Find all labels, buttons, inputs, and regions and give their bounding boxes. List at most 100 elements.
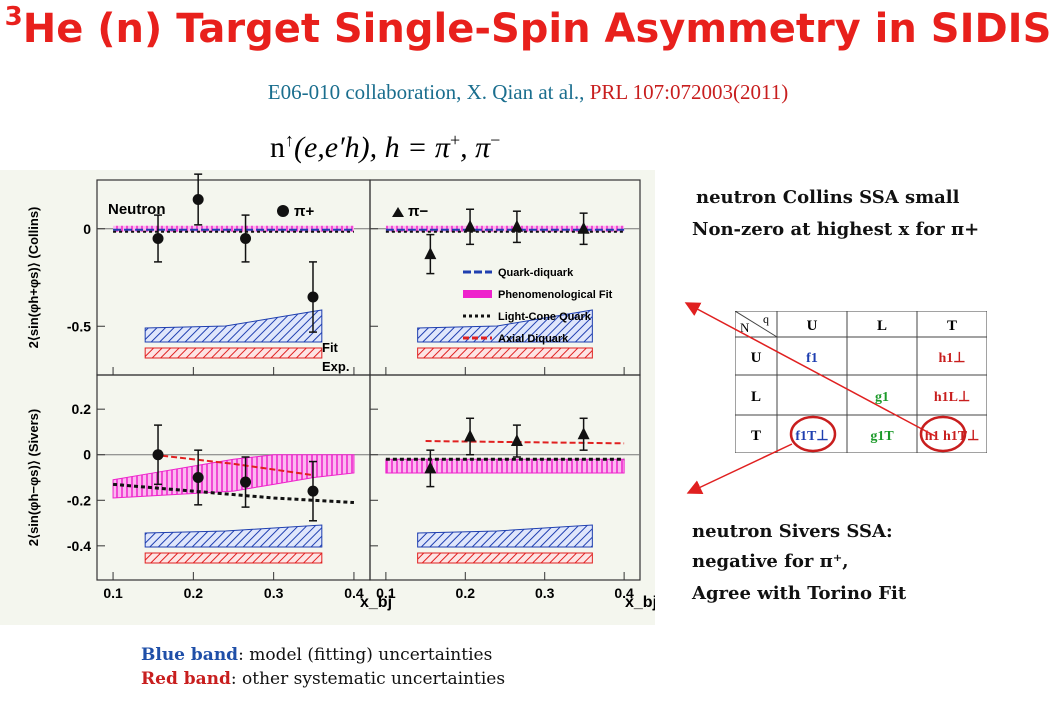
collins-note-line2: Non-zero at highest x for π+: [692, 219, 980, 240]
legend-item: Axial Diquark: [463, 333, 569, 345]
y-tick-label: 0.2: [72, 401, 92, 417]
data-point-triangle: [464, 429, 477, 442]
panel-label-neutron: Neutron: [108, 201, 166, 218]
data-point-circle: [240, 476, 252, 488]
y-tick-label: -0.4: [67, 538, 91, 554]
data-point-circle: [152, 233, 164, 244]
legend-item: Light-Cone Quark: [463, 311, 592, 323]
x-tick-label: 0.3: [264, 585, 284, 601]
caption-red: Red band: other systematic uncertainties: [141, 667, 505, 691]
citation-collaboration: E06-010 collaboration, X. Qian at al.,: [267, 80, 590, 104]
exp-uncertainty-band: [417, 552, 593, 564]
x-tick-label: 0.1: [376, 585, 396, 601]
caption-red-label: Red band: [141, 669, 231, 689]
data-point-circle: [307, 291, 319, 303]
data-point-triangle: [577, 427, 590, 440]
band-label-exp: Exp.: [322, 359, 349, 374]
tmd-cell: f1T⊥: [795, 429, 828, 444]
axial-diquark-curve: [425, 440, 625, 445]
reaction-formula: n↑(e,e′h), h = π+, π−: [270, 130, 500, 165]
reaction-arrow: ↑: [285, 130, 294, 150]
legend-item: Phenomenological Fit: [463, 289, 613, 301]
legend-label: Light-Cone Quark: [498, 311, 592, 323]
x-tick-label: 0.4: [614, 585, 634, 601]
caption-blue-label: Blue band: [141, 645, 239, 665]
y-axis-label: 2⟨sin(φh−φs)⟩ (Sivers): [26, 409, 41, 546]
fit-uncertainty-band: [144, 524, 323, 548]
reaction-plus: +: [449, 130, 461, 150]
reaction-mid: (e,e′h), h = π: [294, 131, 450, 164]
data-point-triangle: [464, 219, 477, 232]
legend-label: Phenomenological Fit: [498, 289, 613, 301]
x-tick-label: 0.3: [535, 585, 555, 601]
tmd-cell: g1T: [870, 429, 894, 444]
tmd-corner-q: q: [763, 312, 769, 326]
band-label-fit: Fit: [322, 340, 339, 355]
citation: E06-010 collaboration, X. Qian at al., P…: [0, 80, 1056, 105]
y-tick-label: -0.2: [67, 492, 91, 508]
y-axis-label: 2⟨sin(φh+φs)⟩ (Collins): [26, 207, 41, 349]
sivers-note-line2: negative for π⁺,: [692, 551, 849, 572]
figure-background: [0, 170, 655, 625]
tmd-cell: f1: [806, 351, 818, 366]
title-text: He (n) Target Single-Spin Asymmetry in S…: [22, 6, 1052, 52]
pheno-fit-band: [385, 458, 625, 474]
legend-item: Quark-diquark: [463, 267, 574, 279]
exp-uncertainty-band: [417, 347, 593, 359]
x-axis-label-left: x_bj: [360, 594, 392, 611]
asymmetry-figure: 0 -0.5 2⟨sin(φh+φs)⟩ (Collins) 0.2 0 -0.2 -0.4…: [0, 170, 655, 625]
y-tick-label: 0: [83, 221, 91, 237]
hadron-label-pi-plus: π+: [294, 203, 314, 220]
hadron-label-pi-minus: π−: [408, 203, 428, 220]
legend-label: Quark-diquark: [498, 267, 574, 279]
sivers-note-line1: neutron Sivers SSA:: [692, 521, 893, 542]
x-tick-label: 0.1: [103, 585, 123, 601]
legend-label: Axial Diquark: [498, 333, 569, 345]
tmd-col-header: L: [877, 318, 887, 334]
data-point-circle: [307, 485, 319, 497]
hadron-marker-circle: [277, 205, 289, 217]
tmd-col-header: U: [807, 318, 818, 334]
reaction-n: n: [270, 131, 285, 164]
title-superscript: 3: [4, 2, 23, 32]
caption-red-text: : other systematic uncertainties: [230, 669, 506, 689]
tmd-row-header: T: [751, 428, 761, 444]
y-tick-label: -0.5: [67, 318, 91, 334]
reaction-sep: , π: [460, 131, 491, 164]
data-point-circle: [152, 449, 164, 461]
x-tick-label: 0.2: [184, 585, 204, 601]
fit-uncertainty-band: [417, 524, 593, 548]
tmd-row-header: L: [751, 389, 761, 405]
y-tick-label: 0: [83, 447, 91, 463]
data-point-triangle: [424, 247, 437, 260]
band-captions: Blue band: model (fitting) uncertainties…: [141, 643, 505, 691]
panel-frame: [369, 374, 641, 581]
sivers-circle: [789, 415, 837, 453]
reaction-minus: −: [490, 130, 501, 150]
panel-sivers-pi-plus: 0.2 0 -0.2 -0.4 0.1 0.2 0.3 0.4 2⟨sin(φh−φs)⟩ (S…: [26, 374, 371, 601]
sivers-note-line3: Agree with Torino Fit: [692, 583, 907, 604]
slide-title: 3He (n) Target Single-Spin Asymmetry in …: [0, 2, 1056, 52]
x-tick-label: 0.4: [344, 585, 364, 601]
tmd-cell: h1L⊥: [934, 390, 970, 405]
citation-reference: PRL 107:072003(2011): [589, 80, 789, 104]
pheno-fit-band: [385, 225, 625, 232]
caption-blue: Blue band: model (fitting) uncertainties: [141, 643, 505, 667]
data-point-triangle: [577, 221, 590, 234]
tmd-col-header: T: [947, 318, 957, 334]
data-point-circle: [192, 194, 204, 205]
pheno-fit-band: [112, 454, 355, 499]
collins-note-line1: neutron Collins SSA small: [696, 187, 960, 208]
data-point-triangle: [510, 219, 523, 232]
tmd-corner-diagonal: [735, 311, 778, 338]
tmd-corner-n: N: [740, 320, 750, 335]
light-cone-curve: [112, 482, 355, 505]
sivers-arrow: [686, 443, 793, 495]
caption-blue-text: : model (fitting) uncertainties: [238, 645, 493, 665]
x-tick-label: 0.2: [456, 585, 476, 601]
data-point-circle: [192, 472, 204, 483]
tmd-cell: g1: [875, 390, 889, 405]
x-axis-label-right: x_bj: [625, 594, 655, 611]
